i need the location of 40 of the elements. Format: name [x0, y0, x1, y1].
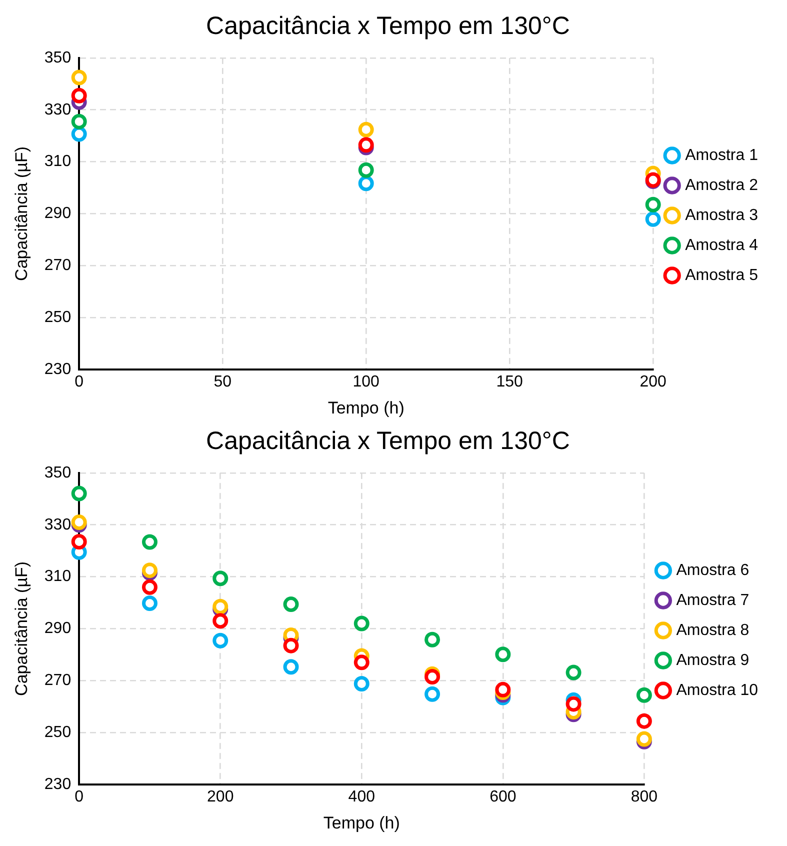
y-axis-title: Capacitância (µF) [12, 146, 31, 281]
legend-label: Amostra 3 [685, 206, 758, 224]
y-tick-label: 230 [44, 776, 72, 793]
y-tick-label: 230 [44, 360, 72, 378]
x-tick-label: 50 [214, 373, 232, 390]
y-tick-label: 350 [44, 464, 72, 482]
legend-label: Amostra 8 [676, 622, 750, 639]
x-axis-title: Tempo (h) [323, 813, 400, 832]
legend-label: Amostra 6 [676, 562, 750, 579]
x-tick-label: 150 [496, 373, 524, 390]
y-axis-title: Capacitância (µF) [12, 561, 31, 696]
legend-label: Amostra 1 [685, 146, 758, 164]
chart-title: Capacitância x Tempo em 130°C [206, 12, 570, 40]
y-tick-label: 290 [44, 205, 72, 222]
x-tick-label: 0 [74, 373, 84, 390]
legend-label: Amostra 9 [676, 652, 750, 669]
x-tick-label: 0 [74, 788, 84, 806]
y-tick-label: 310 [44, 568, 72, 586]
legend-label: Amostra 7 [676, 592, 750, 609]
y-tick-label: 250 [44, 724, 72, 741]
x-tick-label: 800 [630, 788, 658, 806]
y-tick-label: 290 [44, 620, 72, 638]
legend-label: Amostra 2 [685, 176, 758, 194]
x-tick-label: 200 [207, 788, 234, 806]
legend-label: Amostra 10 [676, 682, 758, 699]
y-tick-label: 350 [44, 49, 72, 66]
x-tick-label: 100 [352, 373, 380, 390]
x-axis-title: Tempo (h) [328, 398, 404, 418]
y-tick-label: 330 [44, 101, 72, 118]
x-tick-label: 200 [640, 373, 667, 390]
y-tick-label: 270 [44, 257, 72, 274]
x-tick-label: 400 [348, 788, 376, 806]
legend-label: Amostra 4 [685, 236, 758, 254]
x-tick-label: 600 [490, 788, 516, 806]
y-tick-label: 330 [44, 516, 72, 534]
y-tick-label: 310 [44, 153, 72, 170]
chart-title: Capacitância x Tempo em 130°C [206, 426, 570, 455]
legend-label: Amostra 5 [685, 266, 758, 284]
y-tick-label: 270 [44, 672, 72, 690]
y-tick-label: 250 [44, 308, 72, 326]
